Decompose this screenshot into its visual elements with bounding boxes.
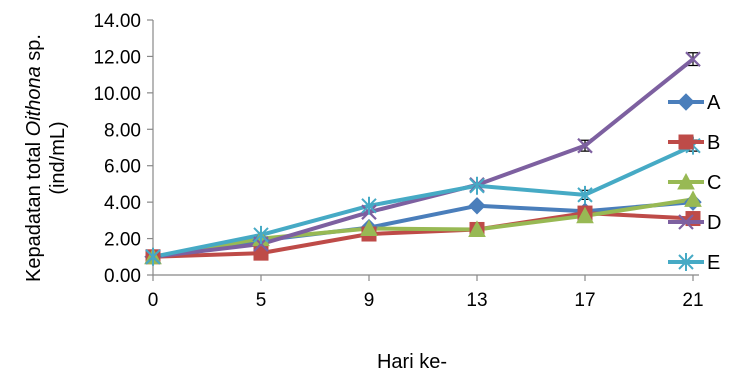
series-line-d	[152, 57, 695, 259]
series-lines	[152, 57, 695, 259]
data-point-c	[468, 220, 486, 237]
y-axis-ticks: 0.00 2.00 4.00 6.00 8.00 10.00 12.00 14.00	[93, 11, 153, 287]
legend-label-d: D	[707, 212, 721, 234]
legend-label-b: B	[707, 132, 720, 154]
series-line-b	[152, 211, 694, 259]
y-axis-title-species: Oithona	[23, 66, 45, 136]
x-axis-title: Hari ke-	[377, 351, 447, 373]
error-bars	[580, 52, 698, 201]
data-point-a	[468, 197, 486, 215]
data-point-c	[576, 206, 594, 224]
y-tick-label: 4.00	[104, 193, 141, 214]
legend-label-c: C	[707, 172, 721, 194]
y-tick-label: 6.00	[104, 157, 141, 178]
series-markers	[144, 51, 702, 266]
series-line-c	[152, 197, 694, 259]
x-tick-label: 13	[466, 290, 487, 311]
y-axis-title-line2: (ind/mL)	[47, 121, 69, 194]
y-tick-label: 12.00	[93, 47, 141, 68]
data-point-d	[685, 51, 701, 67]
x-tick-label: 21	[682, 290, 703, 311]
legend-marker-e	[678, 253, 694, 271]
legend-marker-a	[677, 93, 695, 111]
y-tick-label: 8.00	[104, 120, 141, 141]
data-point-e	[253, 225, 269, 244]
x-tick-label: 9	[364, 290, 375, 311]
data-point-e	[469, 176, 485, 195]
legend-marker-b	[678, 134, 694, 150]
x-axis-ticks: 0 5 9 13 17 21	[148, 275, 704, 311]
legend-marker-c	[677, 172, 695, 190]
y-axis-title-line1: Kepadatan total Oithona sp.	[23, 34, 45, 282]
y-axis-title-post: sp.	[23, 34, 45, 66]
data-point-c	[684, 190, 702, 207]
data-point-e	[577, 185, 593, 204]
y-tick-label: 2.00	[104, 230, 141, 251]
y-tick-label: 0.00	[104, 266, 141, 287]
data-point-d	[577, 137, 593, 154]
data-point-b	[253, 245, 269, 261]
legend-label-a: A	[707, 92, 721, 114]
data-point-e	[361, 196, 377, 215]
legend-marker-d	[678, 214, 694, 230]
x-tick-label: 0	[148, 290, 159, 311]
y-tick-label: 14.00	[93, 11, 141, 32]
data-point-c	[360, 219, 378, 237]
series-line-e	[152, 143, 694, 259]
x-tick-label: 17	[574, 290, 595, 311]
x-tick-label: 5	[256, 290, 267, 311]
y-tick-label: 10.00	[93, 84, 141, 105]
data-point-e	[145, 247, 161, 266]
y-axis-title-pre: Kepadatan total	[23, 136, 45, 282]
legend-label-e: E	[707, 252, 720, 274]
axes	[152, 20, 699, 276]
